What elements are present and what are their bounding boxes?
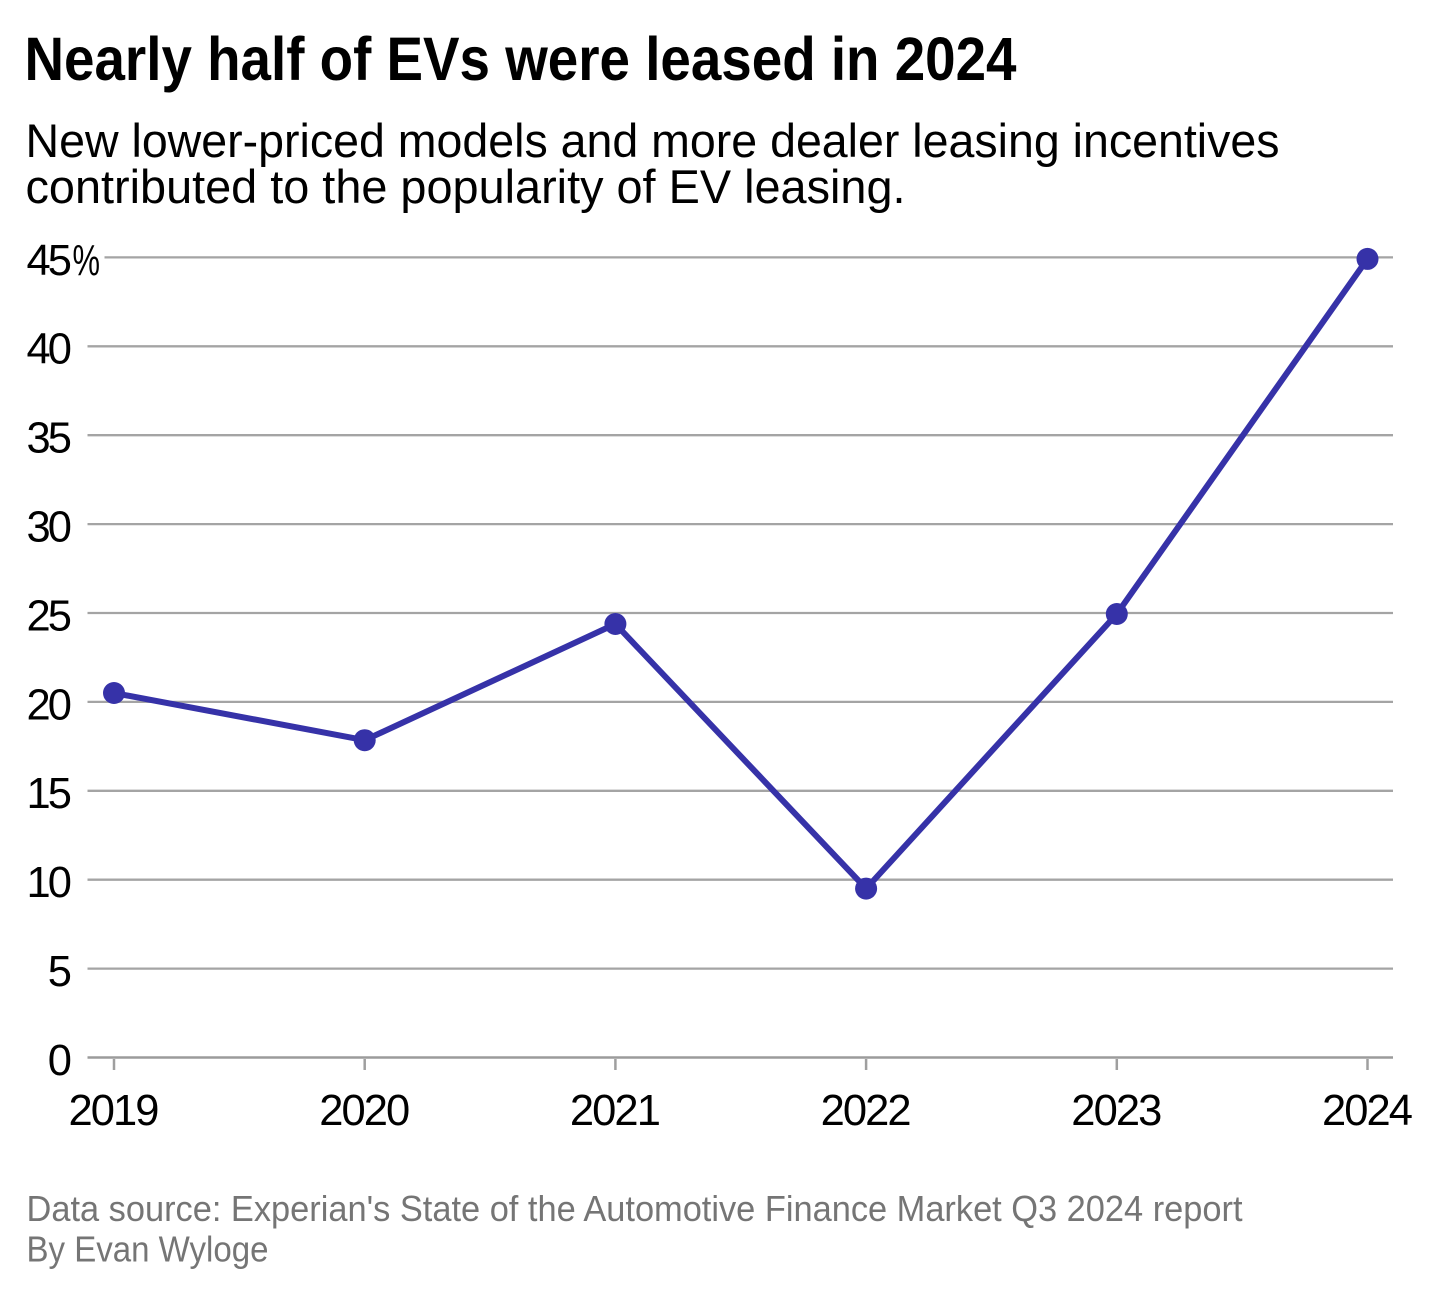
svg-text:2021: 2021 bbox=[570, 1087, 661, 1135]
svg-text:2024: 2024 bbox=[1322, 1087, 1413, 1135]
svg-text:2020: 2020 bbox=[319, 1087, 410, 1135]
svg-text:0: 0 bbox=[48, 1037, 72, 1085]
svg-text:2022: 2022 bbox=[821, 1087, 912, 1135]
svg-text:5: 5 bbox=[48, 948, 72, 996]
svg-text:New lower-priced models and mo: New lower-priced models and more dealer … bbox=[26, 114, 1280, 167]
svg-text:Nearly half of EVs were leased: Nearly half of EVs were leased in 2024 bbox=[25, 25, 1017, 93]
svg-text:30: 30 bbox=[27, 504, 73, 552]
svg-text:20: 20 bbox=[27, 681, 73, 729]
svg-text:Data source: Experian's State: Data source: Experian's State of the Aut… bbox=[27, 1188, 1243, 1229]
svg-text:2023: 2023 bbox=[1071, 1087, 1162, 1135]
svg-text:35: 35 bbox=[27, 415, 73, 463]
svg-text:%: % bbox=[73, 237, 101, 285]
svg-text:contributed to the popularity: contributed to the popularity of EV leas… bbox=[26, 160, 906, 213]
svg-text:2019: 2019 bbox=[69, 1087, 160, 1135]
svg-text:40: 40 bbox=[27, 326, 73, 374]
svg-text:By Evan Wyloge: By Evan Wyloge bbox=[27, 1229, 269, 1270]
svg-text:15: 15 bbox=[27, 770, 73, 818]
svg-text:45: 45 bbox=[27, 237, 73, 285]
svg-text:25: 25 bbox=[27, 592, 73, 640]
svg-text:10: 10 bbox=[27, 859, 73, 907]
